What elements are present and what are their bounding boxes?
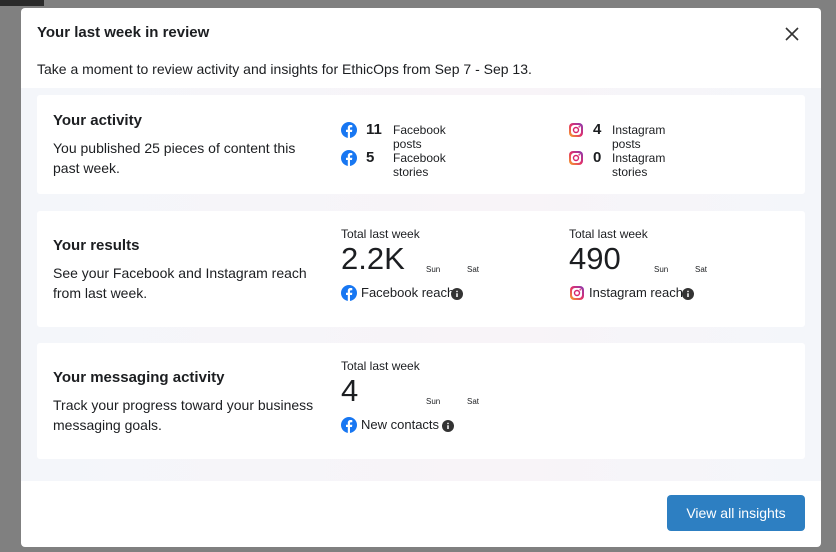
stat-label: Instagram stories [612,151,666,179]
axis-start: Sun [654,265,669,274]
metric-caption: Total last week [341,227,420,241]
axis-start: Sun [426,397,441,406]
stat-label: Facebook posts [393,123,446,151]
info-icon[interactable] [442,420,454,432]
stat-count: 0 [593,149,602,166]
stat-count: 4 [593,121,602,138]
close-button[interactable] [784,26,800,42]
instagram-icon [570,286,584,300]
metric-value: 490 [569,241,621,276]
facebook-icon [341,122,357,138]
messaging-card: Your messaging activity Track your progr… [37,343,805,459]
metric-label: New contacts [361,417,440,432]
stat-label: Instagram posts [612,123,666,151]
modal-title: Your last week in review [37,24,210,41]
axis-end: Sat [695,265,708,274]
card-title: Your results [53,237,140,254]
background-bar [0,0,44,6]
axis-start: Sun [426,265,441,274]
info-icon[interactable] [451,288,463,300]
metric: Total last week 4 Sun Sat New contacts [341,359,541,439]
stat-label: Facebook stories [393,151,446,179]
info-icon[interactable] [682,288,694,300]
metric: Total last week 2.2K Sun Sat Facebook re… [341,227,541,307]
metric-value: 4 [341,373,359,408]
card-title: Your messaging activity [53,369,225,386]
facebook-icon [341,285,357,301]
content-area: Your activity You published 25 pieces of… [21,88,821,481]
metric-caption: Total last week [341,359,420,373]
facebook-icon [341,150,357,166]
axis-end: Sat [467,265,480,274]
instagram-icon [569,151,583,165]
stat-count: 11 [366,121,382,138]
stat-count: 5 [366,149,375,166]
card-description: See your Facebook and Instagram reach fr… [53,265,307,301]
instagram-icon [569,123,583,137]
metric-label: Instagram reach [589,285,683,300]
metric-label: Facebook reach [361,285,455,300]
results-card: Your results See your Facebook and Insta… [37,211,805,327]
activity-card: Your activity You published 25 pieces of… [37,95,805,194]
view-insights-button[interactable]: View all insights [667,495,805,531]
card-title: Your activity [53,112,142,129]
axis-end: Sat [467,397,480,406]
metric-caption: Total last week [569,227,648,241]
modal: Your last week in review Take a moment t… [21,8,821,547]
facebook-icon [341,417,357,433]
metric: Total last week 490 Sun Sat Instagram re… [569,227,769,307]
metric-value: 2.2K [341,241,405,276]
subtitle: Take a moment to review activity and ins… [37,61,532,77]
card-description: You published 25 pieces of content this … [53,140,296,176]
card-description: Track your progress toward your business… [53,397,314,433]
